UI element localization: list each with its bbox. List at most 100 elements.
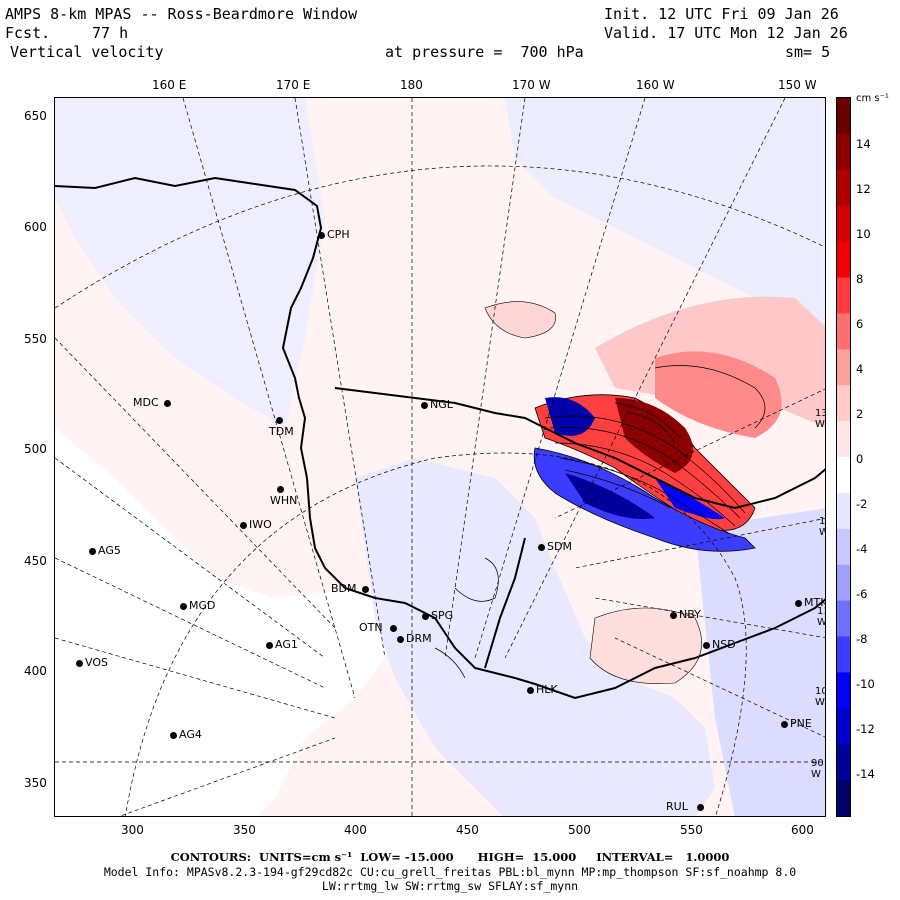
ascent-region — [655, 351, 782, 438]
colorbar-units: cm s⁻¹ — [856, 93, 889, 104]
station-marker[interactable] — [697, 804, 704, 811]
colorbar — [836, 97, 851, 817]
station-marker[interactable] — [277, 486, 284, 493]
colorbar-swatch — [837, 205, 850, 243]
station-label: MGD — [189, 599, 216, 612]
station-label: AG1 — [275, 638, 298, 651]
meridian-label: 110 W — [817, 606, 826, 628]
station-label: NSD — [712, 638, 736, 651]
station-marker[interactable] — [527, 687, 534, 694]
y-tick-label: 350 — [24, 776, 47, 790]
colorbar-swatch — [837, 636, 850, 673]
colorbar-value: 2 — [856, 407, 864, 421]
station-marker[interactable] — [538, 544, 545, 551]
weak-descent-region — [695, 508, 825, 816]
meridian-label: 130 W — [815, 408, 825, 430]
station-label: RUL — [666, 800, 688, 813]
x-tick-label: 400 — [344, 823, 367, 837]
station-marker[interactable] — [240, 522, 247, 529]
colorbar-swatch — [837, 421, 850, 458]
station-marker[interactable] — [670, 612, 677, 619]
station-marker[interactable] — [397, 636, 404, 643]
y-tick-label: 550 — [24, 332, 47, 346]
station-marker[interactable] — [362, 586, 369, 593]
projection-grid — [55, 98, 825, 816]
station-marker[interactable] — [421, 402, 428, 409]
colorbar-value: 6 — [856, 317, 864, 331]
weak-ascent-region — [484, 301, 556, 339]
station-label: SDM — [547, 540, 572, 553]
colorbar-swatch — [837, 277, 850, 314]
model-info: Model Info: MPASv8.2.3-194-gf29cd82c CU:… — [103, 865, 797, 879]
station-label: NGL — [430, 398, 453, 411]
colorbar-swatch — [837, 169, 850, 207]
station-marker[interactable] — [266, 642, 273, 649]
colorbar-value: 0 — [856, 452, 864, 466]
station-label: PNE — [790, 717, 812, 730]
map-title: AMPS 8-km MPAS -- Ross-Beardmore Window — [5, 5, 358, 23]
y-tick-label: 450 — [24, 554, 47, 568]
station-label: WHN — [270, 494, 298, 507]
colorbar-swatches — [837, 98, 850, 817]
station-label: BDM — [331, 582, 357, 595]
forecast-label: Fcst. — [5, 24, 51, 42]
lon-label: 170 E — [276, 78, 311, 92]
station-label: MTK — [804, 596, 826, 609]
colorbar-swatch — [837, 133, 850, 171]
colorbar-value: -6 — [856, 587, 868, 601]
colorbar-swatch — [837, 349, 850, 386]
colorbar-value: -4 — [856, 542, 868, 556]
colorbar-value: 4 — [856, 362, 864, 376]
colorbar-swatch — [837, 313, 850, 350]
colorbar-swatch — [837, 385, 850, 422]
station-label: IWO — [249, 518, 272, 531]
colorbar-value: -2 — [856, 497, 868, 511]
station-marker[interactable] — [795, 600, 802, 607]
station-label: CPH — [327, 228, 350, 241]
y-tick-label: 600 — [24, 220, 47, 234]
station-marker[interactable] — [318, 232, 325, 239]
station-label: SPG — [431, 609, 454, 622]
station-marker[interactable] — [170, 732, 177, 739]
x-tick-label: 350 — [233, 823, 256, 837]
colorbar-swatch — [837, 528, 850, 566]
station-marker[interactable] — [76, 660, 83, 667]
station-marker[interactable] — [422, 613, 429, 620]
meridian-label: 90 W — [811, 758, 824, 780]
station-marker[interactable] — [390, 625, 397, 632]
colorbar-swatch — [837, 492, 850, 530]
forecast-hour: 77 h — [92, 24, 129, 42]
colorbar-value: 10 — [856, 227, 871, 241]
coastline — [55, 176, 825, 700]
colorbar-swatch — [837, 708, 850, 745]
station-marker[interactable] — [89, 548, 96, 555]
contour-lines — [434, 365, 766, 679]
station-label: VOS — [85, 656, 108, 669]
station-label: NBY — [679, 608, 701, 621]
meridian-label: 140 W — [825, 264, 826, 286]
colorbar-value: 8 — [856, 272, 864, 286]
init-time: Init. 12 UTC Fri 09 Jan 26 — [604, 5, 839, 23]
colorbar-value: -8 — [856, 632, 868, 646]
colorbar-swatch — [837, 672, 850, 709]
station-marker[interactable] — [164, 400, 171, 407]
strong-descent-core — [655, 478, 725, 520]
weak-ascent-region — [589, 607, 702, 684]
smoothing-value: sm= 5 — [785, 43, 831, 61]
station-marker[interactable] — [703, 642, 710, 649]
station-marker[interactable] — [276, 417, 283, 424]
colorbar-swatch — [837, 600, 850, 637]
strong-descent-core — [545, 397, 595, 436]
strong-descent-region — [533, 447, 756, 552]
station-marker[interactable] — [180, 603, 187, 610]
lon-label: 160 W — [636, 78, 675, 92]
contour-info: CONTOURS: UNITS=cm s⁻¹ LOW= -15.000 HIGH… — [170, 850, 730, 864]
map-panel[interactable]: CPH NGL MDC TDM WHN IWO AG5 SDM BDM MGD SPG OTN DRM A… — [54, 97, 826, 817]
lon-label: 160 E — [152, 78, 187, 92]
station-label: TDM — [269, 425, 294, 438]
strong-descent-core — [565, 473, 655, 519]
x-tick-label: 300 — [121, 823, 144, 837]
valid-time: Valid. 17 UTC Mon 12 Jan 26 — [604, 24, 848, 42]
station-marker[interactable] — [781, 721, 788, 728]
station-label: DRM — [406, 632, 432, 645]
